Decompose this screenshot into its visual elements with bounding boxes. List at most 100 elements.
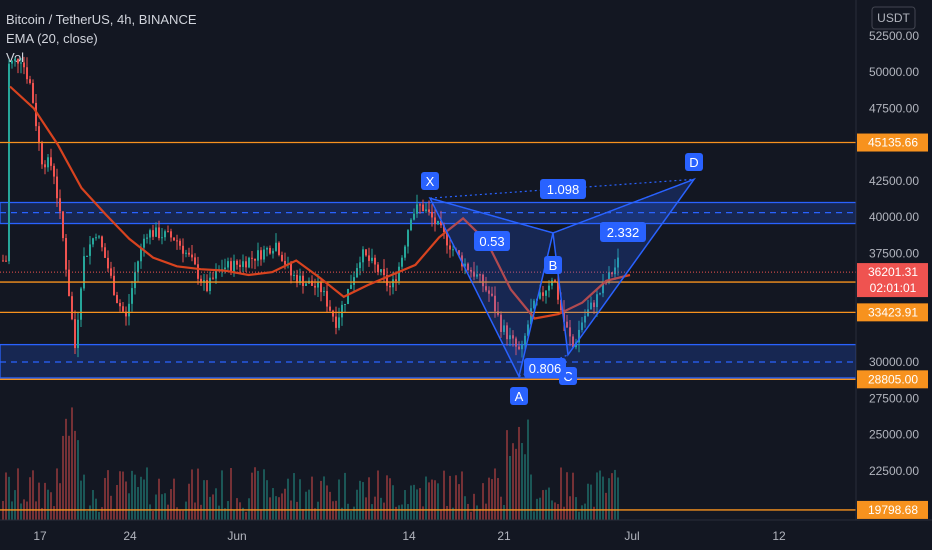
volume-bar [386, 475, 388, 520]
candle-body [467, 263, 469, 270]
volume-bar [368, 477, 370, 520]
volume-bar [200, 504, 202, 520]
volume-bar [440, 509, 442, 520]
price-tick-label: 50000.00 [869, 65, 919, 79]
candle-body [545, 290, 547, 296]
price-level-tag-label: 19798.68 [868, 503, 918, 517]
volume-bar [308, 489, 310, 520]
harmonic-pattern[interactable]: X A B C D 0.53 0.806 1.098 2.332 [421, 153, 703, 405]
volume-bar [113, 508, 115, 520]
volume-bar [125, 481, 127, 520]
currency-badge[interactable]: USDT [871, 6, 916, 30]
candle-body [347, 288, 349, 304]
candle-body [392, 279, 394, 288]
pattern-point-a[interactable]: A [510, 387, 528, 405]
volume-bar [191, 469, 193, 520]
candle-body [131, 288, 133, 304]
candle-body [89, 244, 91, 256]
candle-body [596, 294, 598, 308]
volume-bar [146, 467, 148, 520]
candle-body [560, 299, 562, 311]
candle-body [59, 198, 61, 212]
time-tick-label: 12 [772, 529, 786, 543]
pattern-ratio-label-1[interactable]: 0.806 [524, 358, 566, 378]
candle-body [458, 250, 460, 256]
volume-bar [599, 470, 601, 520]
volume-bar [467, 503, 469, 520]
candle-body [251, 257, 253, 259]
volume-bar [587, 483, 589, 520]
currency-label: USDT [877, 11, 910, 25]
time-tick-label: 24 [123, 529, 137, 543]
volume-bar [311, 476, 313, 520]
candle-body [146, 237, 148, 239]
candle-body [491, 293, 493, 296]
candle-body [500, 314, 502, 332]
candle-body [557, 282, 559, 300]
time-axis[interactable]: 17 24 Jun 14 21 Jul 12 [0, 519, 932, 543]
price-level-tag-2[interactable] [857, 303, 928, 322]
candle-body [26, 67, 28, 80]
volume-bar [503, 504, 505, 520]
volume-bar [77, 440, 79, 520]
levels-layer [0, 141, 856, 511]
pattern-point-b[interactable]: B [544, 256, 562, 274]
volume-bar [170, 489, 172, 520]
candle-body [17, 58, 19, 64]
volume-bar [464, 496, 466, 520]
candle-body [74, 319, 76, 349]
volume-bar [563, 506, 565, 520]
price-axis[interactable]: 52500.00 50000.00 47500.00 40000.00 42500.00… [855, 0, 932, 550]
support-resistance-zone-1[interactable] [0, 343, 857, 379]
candle-body [341, 304, 343, 318]
price-tick-label: 22500.00 [869, 464, 919, 478]
volume-bar [26, 501, 28, 520]
volume-bar [605, 492, 607, 520]
candle-body [92, 238, 94, 245]
volume-bar [296, 501, 298, 520]
volume-bar [164, 493, 166, 520]
current-price-tag[interactable] [857, 263, 928, 298]
price-level-tag-3[interactable] [857, 370, 928, 389]
volume-bar [482, 483, 484, 520]
candle-body [539, 292, 541, 299]
volume-bar [56, 468, 58, 520]
pattern-ratio-label-3[interactable]: 2.332 [600, 222, 646, 242]
volume-bar [59, 483, 61, 520]
volume-bar [122, 471, 124, 520]
candle-body [566, 321, 568, 328]
candle-body [398, 266, 400, 281]
candle-body [260, 250, 262, 260]
price-level-tag-0[interactable] [857, 133, 928, 152]
volume-bar [494, 468, 496, 520]
volume-bar [320, 480, 322, 520]
volume-bar [590, 484, 592, 520]
volume-bar [362, 482, 364, 520]
volume-bar [47, 489, 49, 520]
pattern-point-d[interactable]: D [685, 153, 703, 171]
price-level-tag-4[interactable] [857, 500, 928, 519]
candle-body [599, 293, 601, 295]
price-level-tag-label: 33423.91 [868, 305, 918, 319]
pattern-point-x[interactable]: X [421, 172, 439, 190]
candle-body [35, 102, 37, 127]
svg-text:D: D [689, 155, 698, 170]
ema-indicator-label[interactable]: EMA (20, close) [6, 31, 98, 46]
volume-bar [314, 508, 316, 520]
candle-body [608, 272, 610, 283]
candle-body [269, 247, 271, 254]
candle-body [176, 240, 178, 242]
candle-body [200, 278, 202, 283]
volume-bar [284, 488, 286, 520]
pattern-ratio-label-0[interactable]: 0.53 [474, 231, 510, 251]
pattern-ratio-label-2[interactable]: 1.098 [540, 179, 586, 199]
candle-body [416, 204, 418, 214]
candle-body [515, 338, 517, 347]
volume-bar [416, 489, 418, 520]
price-level-tag-label: 45135.66 [868, 136, 918, 150]
candle-body [107, 257, 109, 269]
candle-body [377, 264, 379, 273]
candle-body [236, 260, 238, 265]
volume-bar [380, 497, 382, 520]
